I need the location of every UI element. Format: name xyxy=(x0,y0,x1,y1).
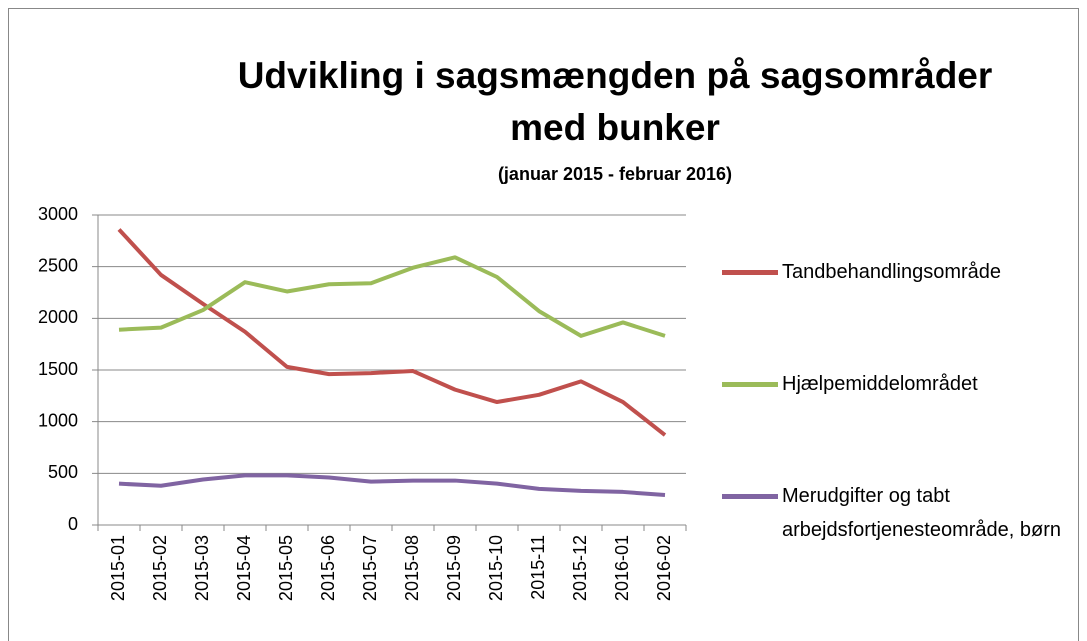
x-tick-label: 2015-12 xyxy=(570,535,590,601)
x-tick-label: 2015-05 xyxy=(276,535,296,601)
x-tick-label: 2016-02 xyxy=(654,535,674,601)
y-tick-label: 3000 xyxy=(38,204,78,224)
x-tick-label: 2015-03 xyxy=(192,535,212,601)
chart-subtitle: (januar 2015 - februar 2016) xyxy=(497,164,733,184)
x-tick-label: 2015-04 xyxy=(234,535,254,601)
y-tick-label: 1000 xyxy=(38,410,78,430)
x-tick-label: 2015-02 xyxy=(150,535,170,601)
y-tick-label: 0 xyxy=(68,514,78,534)
legend-label: Tandbehandlingsområde xyxy=(782,261,1002,283)
chart-title: Udvikling i sagsmængden på sagsområder m… xyxy=(237,55,993,148)
x-tick-label: 2015-10 xyxy=(486,535,506,601)
x-tick-label: 2015-01 xyxy=(108,535,128,601)
x-tick-label: 2015-11 xyxy=(528,535,548,600)
series-line xyxy=(117,228,667,437)
x-tick-label: 2015-06 xyxy=(318,535,338,601)
series-line xyxy=(118,255,666,338)
legend-swatch xyxy=(722,494,778,499)
frame xyxy=(8,8,1079,641)
x-tick-label: 2015-07 xyxy=(360,535,380,601)
y-tick-label: 500 xyxy=(48,462,78,482)
y-tick-label: 1500 xyxy=(38,359,78,379)
legend-swatch xyxy=(722,382,778,387)
x-tick-label: 2016-01 xyxy=(612,535,632,601)
legend-label: Hjælpemiddelområdet xyxy=(782,373,978,395)
y-tick-label: 2000 xyxy=(38,307,78,327)
y-tick-label: 2500 xyxy=(38,255,78,275)
series-line xyxy=(118,473,666,498)
x-tick-label: 2015-08 xyxy=(402,535,422,601)
legend-label: Merudgifter og tabt arbejdsfortjenesteom… xyxy=(782,485,1062,541)
x-tick-label: 2015-09 xyxy=(444,535,464,601)
legend-swatch xyxy=(722,270,778,275)
